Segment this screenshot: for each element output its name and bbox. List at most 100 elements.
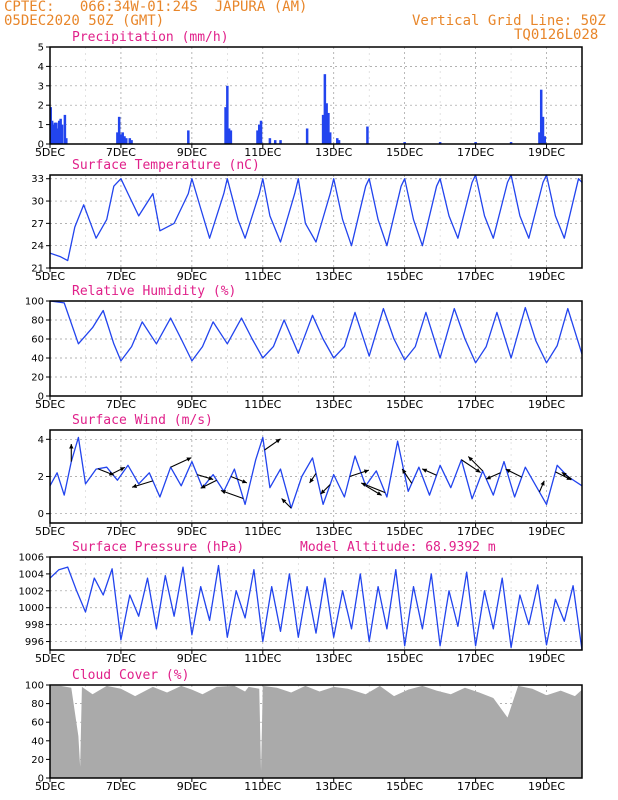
precip-bar <box>60 124 64 144</box>
precip-xtick-label: 13DEC <box>315 146 352 159</box>
pressure-title: Surface Pressure (hPa) <box>72 540 244 555</box>
precip-bar <box>305 128 309 144</box>
humidity-xtick-label: 19DEC <box>528 398 565 411</box>
wind-xtick-label: 17DEC <box>457 525 494 538</box>
precip-bar <box>53 122 57 144</box>
humidity-xtick-label: 17DEC <box>457 398 494 411</box>
precip-bar <box>125 138 128 144</box>
wind-arrow-head <box>281 498 287 504</box>
cloud-ytick-label: 80 <box>31 699 44 710</box>
cloud-xtick-label: 19DEC <box>528 780 565 793</box>
humidity-xtick-label: 5DEC <box>35 398 65 411</box>
wind-arrow-head <box>505 469 511 474</box>
cloud-xtick-label: 15DEC <box>386 780 423 793</box>
wind-arrow-head <box>132 483 137 488</box>
precip-bar <box>279 140 282 144</box>
header-date-line: 05DEC2020 50Z (GMT) <box>4 13 165 29</box>
precip-bar <box>224 107 227 144</box>
humidity-xtick-label: 15DEC <box>386 398 423 411</box>
precip-bar <box>57 120 61 144</box>
cloud-title: Cloud Cover (%) <box>72 668 189 683</box>
cloud-xtick-label: 7DEC <box>106 780 136 793</box>
precip-bar <box>337 140 341 144</box>
wind-ytick-label: 0 <box>38 509 44 520</box>
precip-bar <box>438 142 442 144</box>
wind-arrow-head <box>566 475 572 480</box>
pressure-ytick-label: 996 <box>25 637 44 648</box>
precip-bar <box>366 126 369 144</box>
precip-bar <box>336 138 339 144</box>
temp-xtick-label: 19DEC <box>528 270 565 283</box>
pressure-xtick-label: 19DEC <box>528 652 565 665</box>
wind-arrow-head <box>220 490 226 495</box>
precip-bar <box>65 138 68 144</box>
wind-arrow-head <box>208 476 214 481</box>
precip-bar <box>121 132 124 144</box>
precip-xtick-label: 11DEC <box>244 146 281 159</box>
humidity-ytick-label: 40 <box>31 354 44 365</box>
precip-bar <box>63 114 67 144</box>
precip-bar <box>273 140 277 144</box>
wind-arrow-head <box>402 468 407 474</box>
temp-xtick-label: 17DEC <box>457 270 494 283</box>
precip-bar <box>509 142 513 144</box>
temp-xtick-label: 11DEC <box>244 270 281 283</box>
cloud-area <box>50 685 582 778</box>
temp-xtick-label: 5DEC <box>35 270 65 283</box>
precip-bar <box>256 130 259 144</box>
precip-xtick-label: 19DEC <box>528 146 565 159</box>
pressure-xtick-label: 9DEC <box>177 652 207 665</box>
wind-line <box>49 436 583 509</box>
precip-bar <box>56 128 60 144</box>
pressure-ytick-label: 1006 <box>19 553 44 564</box>
wind-xtick-label: 5DEC <box>35 525 65 538</box>
temp-ytick-label: 21 <box>31 264 44 275</box>
pressure-annotation: Model Altitude: 68.9392 m <box>300 540 496 555</box>
precip-bar <box>327 112 330 144</box>
cloud-xtick-label: 11DEC <box>244 780 281 793</box>
precip-bar <box>119 134 123 144</box>
wind-arrow-head <box>361 482 367 487</box>
cloud-ytick-label: 20 <box>31 755 44 766</box>
wind-title: Surface Wind (m/s) <box>72 413 213 428</box>
header-grid-line-note: Vertical Grid Line: 50Z <box>412 13 606 29</box>
wind-arrow-head <box>200 484 206 489</box>
wind-arrow-head <box>486 475 491 480</box>
header-model-code: TQ0126L028 <box>514 27 599 43</box>
cloud-frame <box>49 684 583 779</box>
cloud-ytick-label: 0 <box>38 774 44 785</box>
precip-bar <box>123 136 126 144</box>
temp-ytick-label: 33 <box>31 174 44 185</box>
humidity-ytick-label: 0 <box>38 392 44 403</box>
humidity-ytick-label: 20 <box>31 373 44 384</box>
precip-xtick-label: 17DEC <box>457 146 494 159</box>
precip-xtick-label: 5DEC <box>35 146 65 159</box>
wind-xtick-label: 13DEC <box>315 525 352 538</box>
precip-bar <box>321 114 325 144</box>
humidity-xtick-label: 7DEC <box>106 398 136 411</box>
wind-arrow-head <box>376 491 382 496</box>
precip-bar <box>55 122 58 144</box>
precip-bar <box>59 118 62 144</box>
pressure-xtick-label: 17DEC <box>457 652 494 665</box>
temp-title: Surface Temperature (nC) <box>72 158 260 173</box>
wind-xtick-label: 7DEC <box>106 525 136 538</box>
wind-ytick-label: 4 <box>38 435 44 446</box>
precip-title: Precipitation (mm/h) <box>72 30 229 45</box>
wind-arrow-head <box>69 444 74 449</box>
wind-arrow-head <box>422 468 428 473</box>
wind-arrow-head <box>108 471 114 476</box>
wind-arrow-head <box>241 479 247 484</box>
cloud-ytick-label: 100 <box>25 681 44 692</box>
precip-bar <box>538 132 541 144</box>
precip-bar <box>268 138 272 144</box>
precip-bar <box>323 74 327 144</box>
precip-ytick-label: 3 <box>38 81 44 92</box>
pressure-xtick-label: 15DEC <box>386 652 423 665</box>
pressure-ytick-label: 1004 <box>19 569 44 580</box>
wind-ytick-label: 2 <box>38 472 44 483</box>
precip-bar <box>328 132 332 144</box>
humidity-ytick-label: 60 <box>31 335 44 346</box>
precip-xtick-label: 9DEC <box>177 146 207 159</box>
temp-frame <box>49 174 583 269</box>
